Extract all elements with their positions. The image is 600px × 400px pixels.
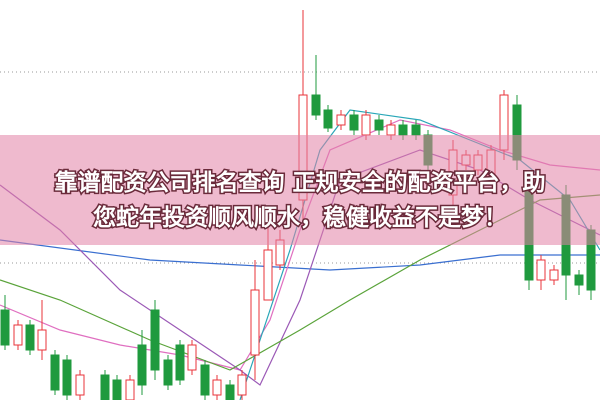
candle-body	[374, 119, 384, 131]
candle-body	[361, 114, 371, 136]
candle-body	[549, 269, 559, 281]
candle-body	[13, 324, 23, 346]
candle-body	[411, 124, 421, 136]
candle-body	[323, 109, 333, 129]
candle-body	[37, 329, 47, 351]
candle-body	[100, 374, 110, 400]
candle-body	[175, 344, 185, 381]
candle-body	[574, 274, 584, 286]
moving-average-line	[0, 239, 600, 271]
candle-body	[75, 374, 85, 396]
candle-body	[250, 289, 260, 356]
candle-body	[163, 359, 173, 386]
candle-body	[398, 124, 408, 136]
candle-body	[150, 309, 160, 371]
candle-body	[336, 114, 346, 126]
candle-body	[137, 344, 147, 386]
candle-body	[225, 384, 235, 400]
candle-body	[386, 124, 396, 136]
candle-body	[311, 94, 321, 116]
candle-body	[263, 249, 273, 301]
candle-body	[25, 324, 35, 351]
candle-body	[349, 114, 359, 131]
candle-body	[112, 379, 122, 400]
candle-body	[187, 344, 197, 371]
candle-body	[0, 309, 10, 346]
banner	[0, 135, 600, 245]
candle-body	[50, 354, 60, 391]
candle-body	[200, 364, 210, 396]
candle-body	[62, 359, 72, 396]
candle-body	[125, 379, 135, 400]
candle-body	[536, 259, 546, 281]
candle-body	[237, 374, 247, 396]
banner-text: 您蛇年投资顺风顺水，稳健收益不是梦！	[93, 204, 507, 231]
candle-body	[212, 379, 222, 396]
banner-text: 靠谱配资公司排名查询 正规安全的配资平台，助	[54, 169, 545, 196]
